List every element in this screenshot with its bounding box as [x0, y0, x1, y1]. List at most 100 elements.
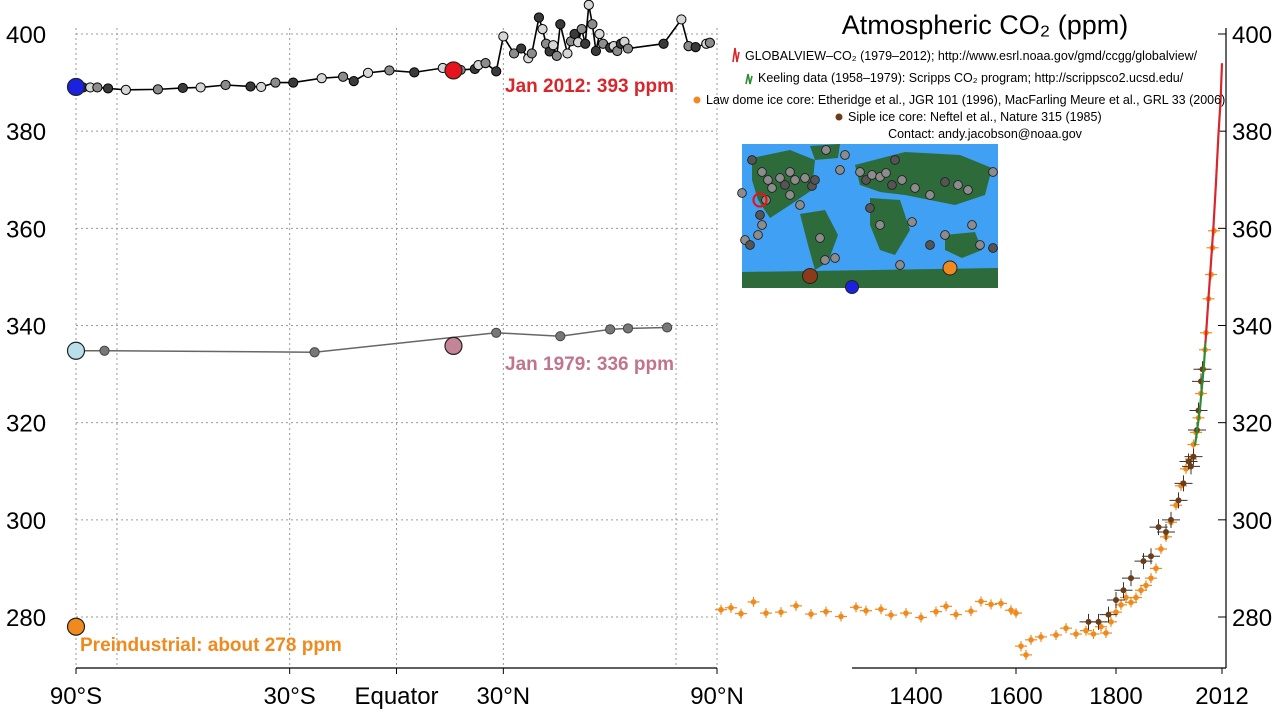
map-site-marker	[775, 173, 785, 183]
law-dome-point	[1098, 623, 1104, 630]
siple-point	[1128, 575, 1134, 582]
map-site-marker	[967, 220, 977, 230]
law-dome-point	[763, 610, 769, 616]
point-2012	[690, 42, 701, 53]
point-2012	[580, 38, 591, 49]
law-dome-point	[823, 608, 829, 615]
map-site-marker	[821, 145, 831, 155]
map-site-marker	[855, 167, 865, 177]
time-x-tick-label: 2012	[1195, 683, 1248, 710]
law-dome-point	[1108, 619, 1114, 625]
law-dome-point	[988, 601, 994, 608]
globalview-line	[1204, 63, 1224, 343]
legend-contact: Contact: andy.jacobson@noaa.gov	[888, 127, 1083, 141]
map-site-marker	[810, 175, 820, 185]
point-2012	[548, 40, 559, 51]
law-dome-point	[1038, 634, 1044, 640]
legend-swatch-globalview	[732, 47, 740, 63]
grid-layer	[75, 28, 718, 668]
y-tick-label-left: 300	[6, 508, 46, 535]
law-dome-point	[1023, 652, 1029, 658]
law-dome-point	[918, 614, 924, 621]
y-tick-label-right: 300	[1232, 508, 1272, 535]
map-site-marker	[820, 255, 830, 265]
law-dome-point	[1153, 565, 1159, 572]
siple-point	[1140, 558, 1147, 565]
lat-x-tick-label: 30°S	[264, 683, 316, 710]
time-x-tick-label: 1400	[889, 683, 942, 710]
map-site-marker	[747, 155, 757, 165]
siple-point	[1180, 480, 1187, 487]
keeling-line	[1193, 340, 1207, 446]
point-1979	[605, 324, 616, 335]
point-2012	[409, 67, 420, 78]
map-highlight-site-red	[752, 192, 768, 208]
map-site-marker	[780, 180, 790, 190]
law-dome-point	[838, 613, 844, 620]
map-highlight-site-orange	[942, 260, 958, 276]
law-dome-point	[1113, 609, 1119, 615]
law-dome-point	[1138, 587, 1144, 594]
point-2012	[480, 58, 491, 69]
point-2012	[583, 0, 594, 10]
endpoint-marker	[66, 341, 86, 360]
point-2012	[362, 67, 374, 78]
point-2012	[498, 31, 509, 42]
law-dome-point	[718, 606, 724, 613]
law-dome-point	[808, 611, 814, 617]
map-site-marker	[925, 240, 935, 250]
siple-point	[1188, 463, 1194, 470]
lat-x-tick-label: 90°N	[690, 683, 744, 710]
map-site-marker	[790, 175, 800, 185]
y-tick-label-right: 380	[1232, 119, 1272, 146]
law-dome-point	[888, 612, 894, 618]
law-dome-point	[943, 603, 949, 610]
point-2012	[537, 24, 548, 35]
map-site-marker	[975, 240, 985, 250]
law-dome-point	[978, 598, 984, 605]
law-dome-point	[1103, 630, 1109, 636]
siple-point	[1120, 587, 1127, 594]
y-tick-label-left: 380	[6, 119, 46, 146]
point-2012	[316, 73, 327, 84]
point-2012	[576, 24, 587, 35]
point-2012	[337, 71, 349, 82]
law-dome-point	[1053, 632, 1059, 638]
siple-point	[1105, 611, 1112, 618]
map-site-marker	[988, 167, 998, 177]
map-site-marker	[897, 175, 907, 185]
map-land	[870, 198, 910, 255]
series-line-1979	[76, 326, 668, 353]
law-dome-point	[1063, 625, 1069, 631]
point-2012	[384, 65, 395, 76]
map-site-marker	[895, 260, 905, 270]
lat-x-tick-label: Equator	[354, 683, 438, 710]
chart-title: Atmospheric CO₂ (ppm)	[842, 10, 1129, 40]
map-site-marker	[835, 165, 845, 175]
map-site-marker	[753, 230, 763, 240]
law-dome-point	[853, 604, 859, 611]
map-site-marker	[815, 233, 825, 243]
map-site-marker	[887, 180, 897, 190]
map-site-marker	[767, 183, 777, 193]
map-site-marker	[865, 203, 875, 213]
world-map-inset	[737, 144, 998, 294]
law-dome-point	[738, 610, 744, 617]
y-tick-label-left: 320	[6, 411, 46, 438]
point-2012	[562, 48, 573, 59]
map-site-marker	[830, 253, 840, 263]
point-2012	[508, 48, 520, 59]
y-tick-label-right: 360	[1232, 216, 1272, 243]
siple-point	[1085, 618, 1092, 625]
point-2012	[92, 82, 103, 93]
legend-entry-keeling: Keeling data (1958–1979): Scripps CO₂ pr…	[758, 71, 1184, 85]
legend-swatch-law-dome	[693, 96, 701, 104]
point-1979	[99, 345, 110, 356]
law-dome-point	[1073, 631, 1079, 637]
point-2012	[594, 28, 605, 40]
annotation-jan-2012: Jan 2012: 393 ppm	[505, 76, 674, 97]
point-2012	[288, 77, 299, 88]
endpoint-marker	[444, 336, 463, 356]
point-2012	[152, 84, 164, 95]
